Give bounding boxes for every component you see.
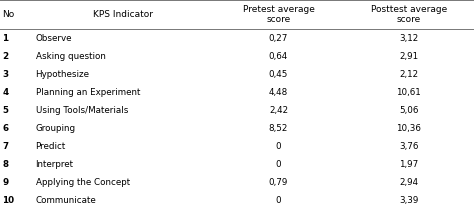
Text: 0,27: 0,27 [269, 34, 288, 43]
Text: 10,61: 10,61 [396, 88, 421, 97]
Text: 9: 9 [2, 177, 9, 187]
Text: 3: 3 [2, 70, 9, 79]
Text: No: No [2, 10, 15, 19]
Text: 6: 6 [2, 124, 9, 133]
Text: 7: 7 [2, 141, 9, 151]
Text: 10: 10 [2, 195, 15, 205]
Text: Grouping: Grouping [36, 124, 76, 133]
Text: 0,45: 0,45 [269, 70, 288, 79]
Text: Pretest average
score: Pretest average score [243, 5, 314, 24]
Text: 10,36: 10,36 [396, 124, 421, 133]
Text: 4,48: 4,48 [269, 88, 288, 97]
Text: 1: 1 [2, 34, 9, 43]
Text: Observe: Observe [36, 34, 72, 43]
Text: 0,79: 0,79 [269, 177, 288, 187]
Text: Predict: Predict [36, 141, 66, 151]
Text: 3,39: 3,39 [399, 195, 419, 205]
Text: 5: 5 [2, 106, 9, 115]
Text: Using Tools/Materials: Using Tools/Materials [36, 106, 128, 115]
Text: 2,12: 2,12 [399, 70, 419, 79]
Text: 2,42: 2,42 [269, 106, 288, 115]
Text: 1,97: 1,97 [399, 159, 419, 169]
Text: Planning an Experiment: Planning an Experiment [36, 88, 140, 97]
Text: 3,76: 3,76 [399, 141, 419, 151]
Text: 0: 0 [276, 141, 281, 151]
Text: 4: 4 [2, 88, 9, 97]
Text: 5,06: 5,06 [399, 106, 419, 115]
Text: 8: 8 [2, 159, 9, 169]
Text: KPS Indicator: KPS Indicator [93, 10, 153, 19]
Text: 2,91: 2,91 [399, 52, 419, 61]
Text: 0: 0 [276, 159, 281, 169]
Text: 3,12: 3,12 [399, 34, 419, 43]
Text: Interpret: Interpret [36, 159, 73, 169]
Text: Applying the Concept: Applying the Concept [36, 177, 130, 187]
Text: 2: 2 [2, 52, 9, 61]
Text: 0: 0 [276, 195, 281, 205]
Text: 8,52: 8,52 [269, 124, 288, 133]
Text: 2,94: 2,94 [399, 177, 419, 187]
Text: Posttest average
score: Posttest average score [371, 5, 447, 24]
Text: Asking question: Asking question [36, 52, 105, 61]
Text: 0,64: 0,64 [269, 52, 288, 61]
Text: Hypothesize: Hypothesize [36, 70, 90, 79]
Text: Communicate: Communicate [36, 195, 96, 205]
